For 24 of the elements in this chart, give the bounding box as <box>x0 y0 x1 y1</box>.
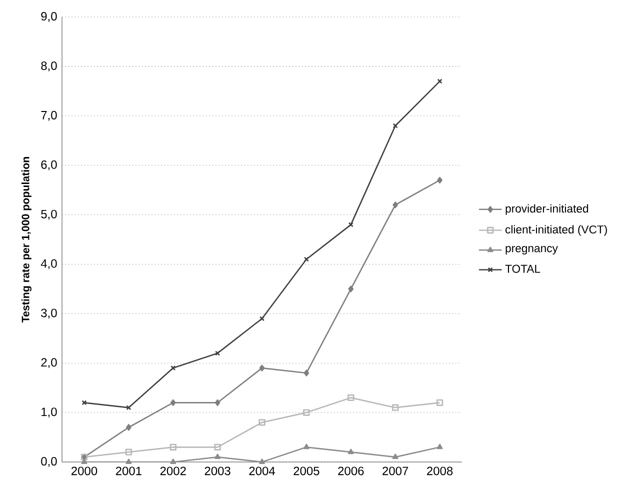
y-tick-label: 2,0 <box>41 358 57 368</box>
legend-label: TOTAL <box>505 264 540 273</box>
x-tick-label: 2000 <box>71 466 98 476</box>
y-tick-label: 0,0 <box>41 457 57 467</box>
legend-label: client-initiated (VCT) <box>506 225 607 236</box>
y-tick-label: 3,0 <box>41 308 57 319</box>
y-tick-label: 1,0 <box>42 408 57 418</box>
legend-label: provider-initiated <box>506 204 588 215</box>
x-tick-label: 2003 <box>204 466 230 476</box>
y-tick-label: 5,0 <box>41 210 57 220</box>
x-tick-label: 2005 <box>294 466 320 476</box>
x-tick-label: 2002 <box>160 466 186 476</box>
y-tick-label: 6,0 <box>41 160 57 170</box>
y-axis-title: Testing rate per 1,000 population <box>21 156 32 323</box>
y-tick-label: 7,0 <box>41 110 57 121</box>
x-tick-label: 2008 <box>427 466 453 476</box>
y-tick-label: 9,0 <box>41 12 57 22</box>
x-tick-label: 2007 <box>382 466 408 476</box>
y-tick-label: 8,0 <box>41 61 57 72</box>
y-tick-label: 4,0 <box>40 259 57 270</box>
x-tick-label: 2004 <box>249 466 275 476</box>
legend-label: pregnancy <box>506 246 558 254</box>
x-tick-label: 2001 <box>116 466 142 476</box>
x-tick-label: 2006 <box>338 466 364 476</box>
